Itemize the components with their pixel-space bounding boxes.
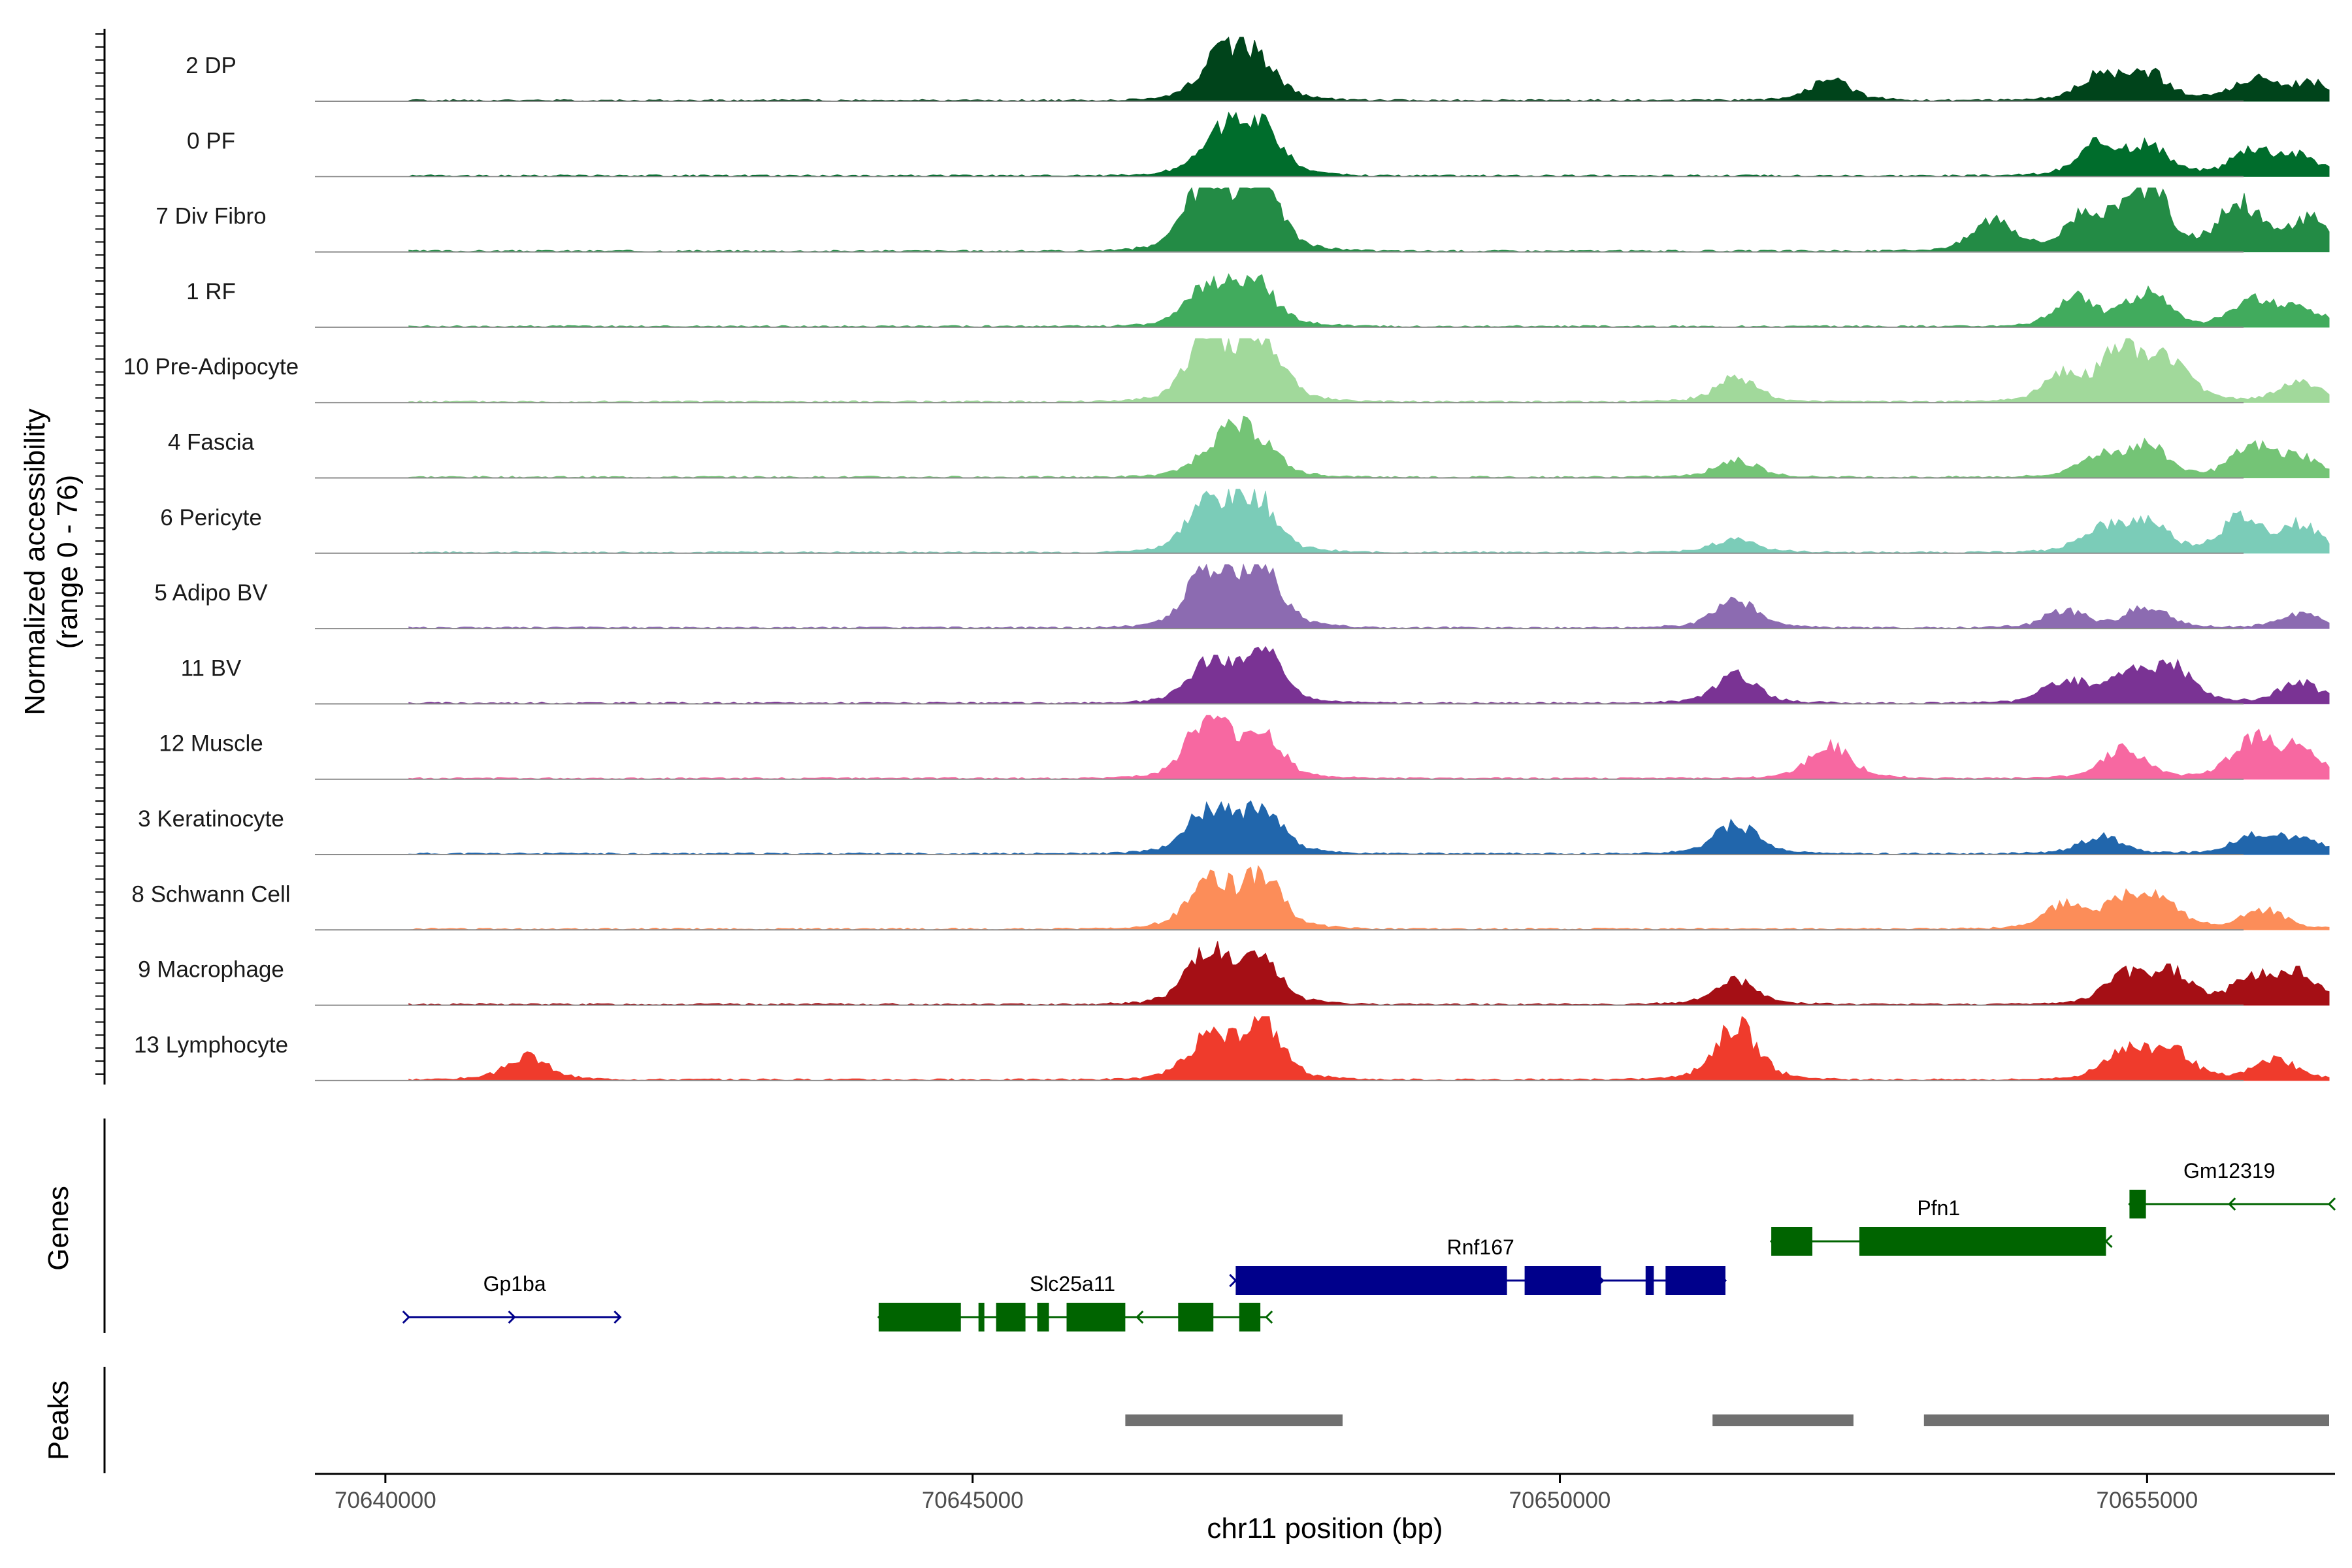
strand-arrow bbox=[613, 1310, 622, 1324]
strand-arrow bbox=[1135, 1310, 1144, 1324]
peak-track bbox=[1125, 1414, 2330, 1426]
gene-exon bbox=[1239, 1303, 1261, 1331]
track-label: 8 Schwann Cell bbox=[131, 881, 290, 907]
y-axis-title: Normalized accessibility bbox=[19, 408, 51, 715]
gene-exon bbox=[1645, 1266, 1654, 1295]
track-10: 12 Muscle bbox=[159, 715, 2330, 780]
track-9: 11 BV bbox=[181, 645, 2330, 705]
track-8: 5 Adipo BV bbox=[154, 563, 2330, 630]
coverage-area bbox=[408, 563, 2330, 629]
gene-exon bbox=[2129, 1190, 2146, 1218]
strand-arrow bbox=[508, 1310, 516, 1324]
gene-exon bbox=[1665, 1266, 1726, 1295]
track-4: 1 RF bbox=[186, 273, 2330, 328]
track-label: 5 Adipo BV bbox=[154, 580, 268, 606]
track-label: 0 PF bbox=[187, 128, 235, 154]
coverage-area bbox=[408, 941, 2330, 1006]
track-11: 3 Keratinocyte bbox=[138, 800, 2330, 855]
x-tick-label: 70645000 bbox=[922, 1488, 1024, 1513]
peaks-panel-title: Peaks bbox=[42, 1380, 74, 1460]
strand-arrow bbox=[1264, 1310, 1273, 1324]
gene-label: Slc25a11 bbox=[1030, 1272, 1115, 1296]
track-5: 10 Pre-Adipocyte bbox=[123, 338, 2330, 404]
track-7: 6 Pericyte bbox=[160, 489, 2330, 554]
x-tick-label: 70655000 bbox=[2097, 1488, 2198, 1513]
track-label: 10 Pre-Adipocyte bbox=[123, 354, 299, 380]
gene-label: Pfn1 bbox=[1917, 1196, 1960, 1220]
track-label: 9 Macrophage bbox=[138, 957, 284, 983]
track-12: 8 Schwann Cell bbox=[131, 865, 2330, 931]
gene-exon bbox=[996, 1303, 1026, 1331]
gene-pfn1: Pfn1 bbox=[1769, 1196, 2113, 1256]
coverage-area bbox=[408, 865, 2330, 930]
genes-panel-title: Genes bbox=[42, 1186, 74, 1271]
coverage-area bbox=[408, 489, 2330, 554]
gene-exon bbox=[1859, 1227, 2106, 1256]
coverage-area bbox=[408, 800, 2330, 855]
coverage-y-ticks bbox=[95, 33, 105, 1075]
coverage-area bbox=[408, 273, 2330, 328]
gene-exon bbox=[978, 1303, 985, 1331]
track-6: 4 Fascia bbox=[168, 416, 2330, 479]
track-2: 0 PF bbox=[187, 112, 2330, 178]
gene-exon bbox=[1524, 1266, 1601, 1295]
x-axis-ticks: 70640000 70645000 70650000 70655000 bbox=[335, 1474, 2198, 1513]
gene-exon bbox=[1178, 1303, 1214, 1331]
coverage-area bbox=[408, 1015, 2330, 1081]
gene-label: Gm12319 bbox=[2183, 1159, 2276, 1183]
strand-arrow bbox=[2327, 1197, 2336, 1211]
track-14: 13 Lymphocyte bbox=[134, 1015, 2330, 1081]
track-label: 4 Fascia bbox=[168, 430, 255, 455]
gene-exon bbox=[1771, 1227, 1813, 1256]
gene-track: Gp1ba Slc25a11 Rnf167 Pfn1 Gm12319 bbox=[402, 1159, 2336, 1331]
coverage-tracks: 2 DP 0 PF 7 Div Fibro 1 RF 10 Pre-Adipocyte 4… bbox=[123, 36, 2330, 1081]
gene-exon bbox=[1235, 1266, 1507, 1295]
gene-label: Gp1ba bbox=[483, 1272, 546, 1296]
track-label: 3 Keratinocyte bbox=[138, 806, 284, 832]
track-label: 2 DP bbox=[186, 53, 237, 78]
gene-slc25a11: Slc25a11 bbox=[877, 1272, 1273, 1331]
coverage-area bbox=[408, 187, 2330, 253]
track-label: 13 Lymphocyte bbox=[134, 1032, 288, 1058]
gene-gp1ba: Gp1ba bbox=[402, 1272, 622, 1324]
track-label: 1 RF bbox=[186, 279, 236, 304]
gene-rnf167: Rnf167 bbox=[1229, 1235, 1727, 1295]
track-label: 6 Pericyte bbox=[160, 505, 262, 531]
gene-exon bbox=[1037, 1303, 1049, 1331]
track-label: 11 BV bbox=[181, 655, 242, 681]
peak-region bbox=[1125, 1414, 1343, 1426]
track-label: 12 Muscle bbox=[159, 731, 263, 757]
track-13: 9 Macrophage bbox=[138, 941, 2330, 1006]
track-1: 2 DP bbox=[186, 36, 2330, 102]
y-axis-range-label: (range 0 - 76) bbox=[52, 475, 84, 649]
gene-label: Rnf167 bbox=[1447, 1235, 1514, 1259]
track-label: 7 Div Fibro bbox=[155, 204, 266, 229]
strand-arrow bbox=[2228, 1197, 2236, 1211]
peak-region bbox=[1712, 1414, 1854, 1426]
peak-region bbox=[1923, 1414, 2330, 1426]
x-tick-label: 70640000 bbox=[335, 1488, 436, 1513]
gene-exon bbox=[1066, 1303, 1126, 1331]
x-tick-label: 70650000 bbox=[1509, 1488, 1611, 1513]
track-3: 7 Div Fibro bbox=[155, 187, 2330, 253]
gene-exon bbox=[878, 1303, 961, 1331]
x-axis-title: chr11 position (bp) bbox=[1207, 1512, 1443, 1544]
gene-gm12319: Gm12319 bbox=[2128, 1159, 2336, 1218]
strand-arrow bbox=[402, 1310, 410, 1324]
